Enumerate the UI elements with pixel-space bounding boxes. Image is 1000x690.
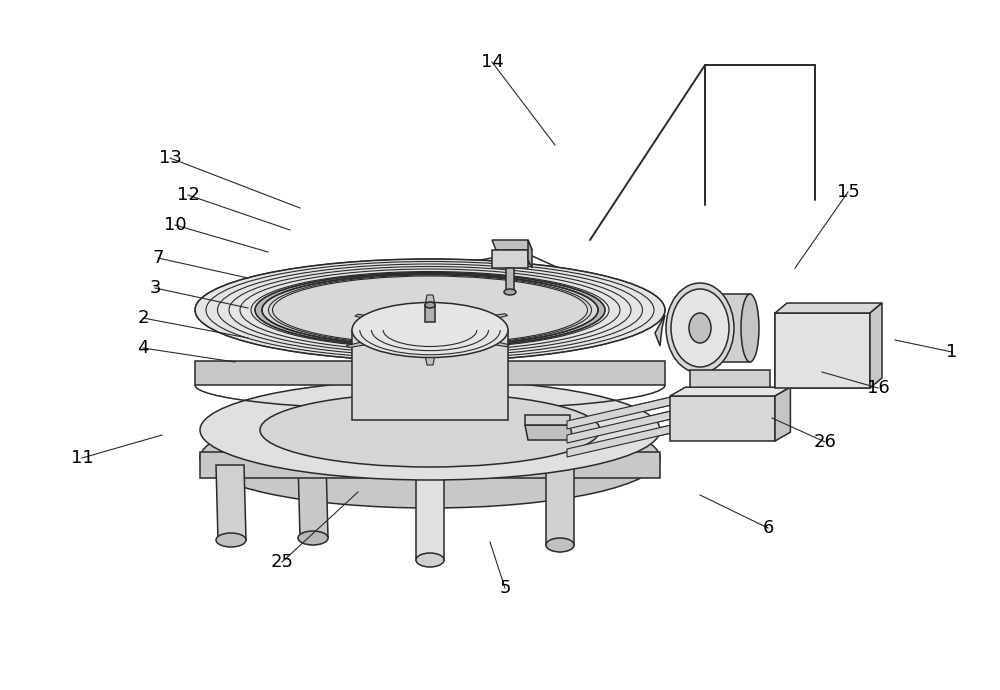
Polygon shape bbox=[567, 395, 680, 429]
Polygon shape bbox=[422, 340, 438, 365]
Text: 16: 16 bbox=[867, 379, 889, 397]
Ellipse shape bbox=[273, 276, 588, 344]
Polygon shape bbox=[346, 333, 408, 348]
Polygon shape bbox=[528, 240, 532, 268]
Polygon shape bbox=[567, 423, 680, 457]
Ellipse shape bbox=[262, 274, 598, 346]
Polygon shape bbox=[670, 387, 790, 396]
Text: 5: 5 bbox=[499, 579, 511, 597]
Text: 26: 26 bbox=[814, 433, 836, 451]
Polygon shape bbox=[298, 460, 328, 538]
Text: 25: 25 bbox=[271, 553, 294, 571]
Text: 14: 14 bbox=[481, 53, 503, 71]
Polygon shape bbox=[525, 425, 573, 440]
Ellipse shape bbox=[425, 302, 435, 308]
Ellipse shape bbox=[200, 380, 660, 480]
Polygon shape bbox=[416, 470, 444, 560]
Text: 1: 1 bbox=[946, 343, 958, 361]
Ellipse shape bbox=[255, 273, 605, 348]
Ellipse shape bbox=[504, 289, 516, 295]
Polygon shape bbox=[452, 314, 508, 327]
Polygon shape bbox=[355, 314, 408, 327]
Ellipse shape bbox=[216, 533, 246, 547]
Text: 15: 15 bbox=[837, 183, 859, 201]
Ellipse shape bbox=[195, 259, 665, 361]
Polygon shape bbox=[195, 361, 665, 385]
Polygon shape bbox=[200, 452, 660, 478]
Ellipse shape bbox=[416, 553, 444, 567]
Text: 7: 7 bbox=[152, 249, 164, 267]
Polygon shape bbox=[670, 396, 775, 441]
Polygon shape bbox=[422, 295, 438, 319]
Polygon shape bbox=[452, 333, 509, 346]
Polygon shape bbox=[567, 409, 680, 443]
Ellipse shape bbox=[689, 313, 711, 343]
Ellipse shape bbox=[260, 393, 600, 467]
Text: 12: 12 bbox=[177, 186, 199, 204]
Polygon shape bbox=[675, 410, 788, 418]
Ellipse shape bbox=[741, 294, 759, 362]
Polygon shape bbox=[775, 313, 870, 388]
Polygon shape bbox=[690, 370, 770, 396]
Text: 3: 3 bbox=[149, 279, 161, 297]
Ellipse shape bbox=[200, 408, 660, 508]
Polygon shape bbox=[352, 330, 508, 420]
Text: 6: 6 bbox=[762, 519, 774, 537]
Polygon shape bbox=[525, 415, 570, 425]
Polygon shape bbox=[775, 303, 882, 313]
Polygon shape bbox=[700, 294, 750, 362]
Polygon shape bbox=[492, 250, 528, 268]
Text: 10: 10 bbox=[164, 216, 186, 234]
Polygon shape bbox=[675, 396, 785, 410]
Polygon shape bbox=[216, 465, 246, 540]
Ellipse shape bbox=[352, 302, 508, 357]
Polygon shape bbox=[506, 268, 514, 292]
Text: 13: 13 bbox=[159, 149, 181, 167]
Text: 4: 4 bbox=[137, 339, 149, 357]
Text: 11: 11 bbox=[71, 449, 93, 467]
Polygon shape bbox=[655, 315, 665, 346]
Polygon shape bbox=[546, 468, 574, 545]
Polygon shape bbox=[492, 240, 532, 250]
Polygon shape bbox=[775, 387, 790, 441]
Polygon shape bbox=[425, 305, 435, 322]
Ellipse shape bbox=[546, 538, 574, 552]
Ellipse shape bbox=[671, 289, 729, 367]
Ellipse shape bbox=[666, 283, 734, 373]
Ellipse shape bbox=[298, 531, 328, 545]
Text: 2: 2 bbox=[137, 309, 149, 327]
Polygon shape bbox=[870, 303, 882, 388]
